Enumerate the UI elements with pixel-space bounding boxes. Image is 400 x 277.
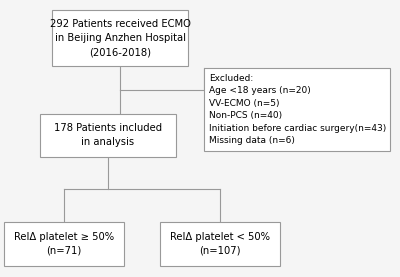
- Text: 178 Patients included
in analysis: 178 Patients included in analysis: [54, 123, 162, 147]
- FancyBboxPatch shape: [4, 222, 124, 266]
- FancyBboxPatch shape: [52, 10, 188, 66]
- Text: RelΔ platelet ≥ 50%
(n=71): RelΔ platelet ≥ 50% (n=71): [14, 232, 114, 256]
- FancyBboxPatch shape: [160, 222, 280, 266]
- Text: Excluded:
Age <18 years (n=20)
VV-ECMO (n=5)
Non-PCS (n=40)
Initiation before ca: Excluded: Age <18 years (n=20) VV-ECMO (…: [209, 74, 386, 145]
- Text: RelΔ platelet < 50%
(n=107): RelΔ platelet < 50% (n=107): [170, 232, 270, 256]
- Text: 292 Patients received ECMO
in Beijing Anzhen Hospital
(2016-2018): 292 Patients received ECMO in Beijing An…: [50, 19, 190, 57]
- FancyBboxPatch shape: [204, 68, 390, 151]
- FancyBboxPatch shape: [40, 114, 176, 157]
